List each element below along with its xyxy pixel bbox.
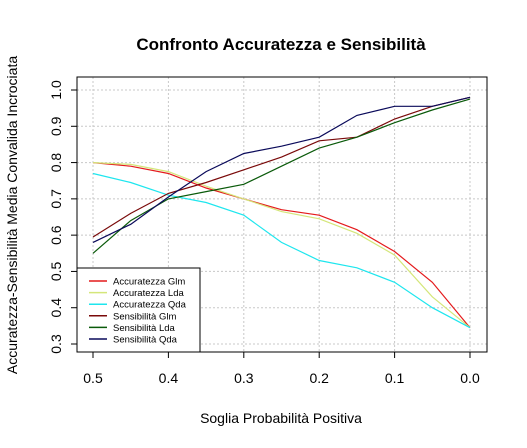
series-line xyxy=(92,172,471,329)
x-tick-label: 0.3 xyxy=(234,370,254,386)
legend-entry: Sensibilità Lda xyxy=(113,323,176,334)
legend-entry: Sensibilità Qda xyxy=(113,335,178,346)
legend-entry: Accuratezza Glm xyxy=(113,277,185,288)
legend-entry: Accuratezza Qda xyxy=(113,300,187,311)
series-line xyxy=(92,96,471,243)
x-axis-label: Soglia Probabilità Positiva xyxy=(200,410,362,426)
plot-frame xyxy=(76,76,488,353)
legend-entry: Accuratezza Lda xyxy=(113,288,184,299)
y-tick-label: 0.6 xyxy=(48,225,64,245)
chart-title: Confronto Accuratezza e Sensibilità xyxy=(136,35,426,54)
grid xyxy=(77,77,487,352)
y-tick-label: 1.0 xyxy=(48,80,64,100)
legend-box xyxy=(76,267,201,353)
series-line xyxy=(92,98,471,254)
x-tick-label: 0.5 xyxy=(83,370,103,386)
y-tick-label: 0.4 xyxy=(48,298,64,318)
y-axis: 0.3 0.4 0.5 0.6 0.7 0.8 0.9 1.0 xyxy=(48,80,77,354)
x-axis: 0.5 0.4 0.3 0.2 0.1 0.0 xyxy=(83,352,480,386)
series-line xyxy=(92,96,471,238)
y-tick-label: 0.7 xyxy=(48,189,64,209)
series-line xyxy=(92,162,471,329)
series-line xyxy=(92,162,471,329)
x-tick-label: 0.1 xyxy=(385,370,405,386)
y-tick-label: 0.9 xyxy=(48,116,64,136)
y-tick-label: 0.3 xyxy=(48,334,64,354)
x-tick-label: 0.0 xyxy=(460,370,480,386)
series-lines xyxy=(92,96,471,329)
legend-entry: Sensibilità Glm xyxy=(113,311,176,322)
y-tick-label: 0.5 xyxy=(48,261,64,281)
x-tick-label: 0.2 xyxy=(309,370,329,386)
x-tick-label: 0.4 xyxy=(159,370,179,386)
y-axis-label: Accuratezza-Sensibilità Media Convalida … xyxy=(4,56,20,374)
y-tick-label: 0.8 xyxy=(48,153,64,173)
